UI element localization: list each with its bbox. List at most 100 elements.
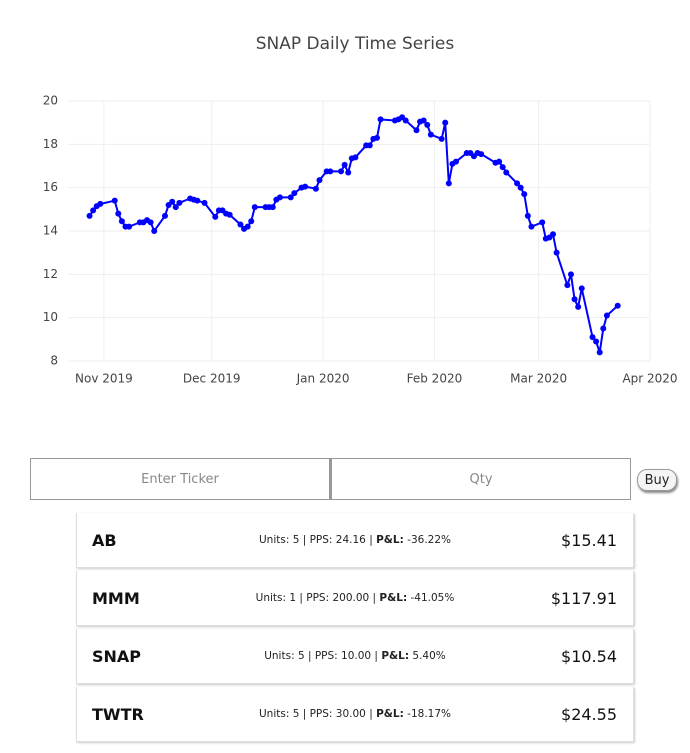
pnl-value: -18.17% xyxy=(407,708,451,720)
data-point xyxy=(287,194,294,201)
data-point xyxy=(453,158,459,165)
price: $10.54 xyxy=(561,647,617,666)
pnl-label: P&L: xyxy=(376,708,404,720)
data-point xyxy=(212,213,219,220)
data-point xyxy=(115,210,122,217)
data-point xyxy=(402,117,409,124)
data-point xyxy=(578,285,585,292)
price: $15.41 xyxy=(561,531,617,550)
chart-title: SNAP Daily Time Series xyxy=(256,34,455,54)
holding-row: TWTR Units: 5 | PPS: 30.00 | P&L: -18.17%… xyxy=(76,687,634,742)
data-point xyxy=(226,211,233,218)
data-point xyxy=(521,191,528,198)
data-point xyxy=(338,168,345,175)
pnl-value: 5.40% xyxy=(412,650,446,662)
ticker: SNAP xyxy=(92,647,142,666)
y-tick-label: 8 xyxy=(50,354,58,368)
data-point xyxy=(413,127,420,134)
data-point xyxy=(496,158,503,165)
data-point xyxy=(327,168,334,175)
data-point xyxy=(111,197,118,204)
data-point xyxy=(90,207,97,214)
pnl-value: -36.22% xyxy=(407,534,451,546)
data-point xyxy=(151,228,158,234)
data-point xyxy=(366,142,373,149)
data-point xyxy=(503,169,510,176)
data-point xyxy=(172,204,179,211)
data-point xyxy=(478,151,485,158)
holding-details: Units: 5 | PPS: 24.16 | P&L: -36.22% xyxy=(77,513,633,568)
data-point xyxy=(341,161,348,168)
price: $24.55 xyxy=(561,705,617,724)
data-point xyxy=(248,218,255,225)
holding-row: SNAP Units: 5 | PPS: 10.00 | P&L: 5.40% $1… xyxy=(76,629,634,684)
data-point xyxy=(162,212,168,219)
data-point xyxy=(194,197,201,204)
x-tick-label: Dec 2019 xyxy=(183,372,241,386)
data-point xyxy=(420,117,427,124)
data-point xyxy=(567,271,574,278)
data-point xyxy=(571,296,578,303)
data-point xyxy=(237,221,244,228)
y-tick-label: 16 xyxy=(43,180,58,194)
x-tick-label: Apr 2020 xyxy=(622,372,677,386)
data-point xyxy=(445,180,452,187)
y-tick-label: 18 xyxy=(43,137,58,151)
data-point xyxy=(345,169,352,176)
price: $117.91 xyxy=(550,589,617,608)
data-point xyxy=(269,204,276,211)
data-point xyxy=(169,198,176,205)
data-point xyxy=(244,223,251,230)
pnl-label: P&L: xyxy=(381,650,410,662)
pnl-value: -41.05% xyxy=(410,592,455,604)
data-point xyxy=(147,219,154,226)
data-point xyxy=(539,219,546,226)
data-point xyxy=(528,223,535,230)
x-tick-label: Nov 2019 xyxy=(75,372,133,386)
ticker-input[interactable]: Enter Ticker xyxy=(30,458,330,500)
units-pps: Units: 5 | PPS: 24.16 | xyxy=(258,534,377,546)
data-point xyxy=(517,184,524,191)
data-point xyxy=(373,134,380,141)
data-point xyxy=(276,194,283,201)
data-point xyxy=(97,200,104,207)
data-point xyxy=(316,177,323,184)
data-point xyxy=(600,325,607,332)
x-tick-label: Mar 2020 xyxy=(510,372,567,386)
data-point xyxy=(442,119,449,126)
data-point xyxy=(312,185,319,192)
units-pps: Units: 1 | PPS: 200.00 | xyxy=(255,592,380,604)
data-point xyxy=(176,199,183,206)
qty-input[interactable]: Qty xyxy=(330,458,631,500)
data-point xyxy=(614,302,621,309)
data-point xyxy=(126,223,133,230)
data-point xyxy=(499,164,506,171)
y-tick-label: 14 xyxy=(43,224,58,238)
data-point xyxy=(251,204,258,211)
x-tick-label: Feb 2020 xyxy=(407,372,463,386)
data-point xyxy=(438,135,445,142)
holding-details: Units: 5 | PPS: 30.00 | P&L: -18.17% xyxy=(77,687,633,742)
y-tick-label: 20 xyxy=(43,94,58,108)
holding-details: Units: 5 | PPS: 10.00 | P&L: 5.40% xyxy=(77,629,633,684)
buy-button[interactable]: Buy xyxy=(637,469,677,491)
chart: SNAP Daily Time Series 8 10 12 14 16 18 20 Nov … xyxy=(43,34,678,386)
data-point xyxy=(593,338,600,345)
ticker: AB xyxy=(92,531,117,550)
data-point xyxy=(201,199,208,206)
holding-row: AB Units: 5 | PPS: 24.16 | P&L: -36.22% $1… xyxy=(76,513,634,568)
holding-row: MMM Units: 1 | PPS: 200.00 | P&L: -41.05%… xyxy=(76,571,634,626)
y-tick-label: 10 xyxy=(43,310,58,324)
data-point xyxy=(589,334,596,341)
units-pps: Units: 5 | PPS: 10.00 | xyxy=(264,650,382,662)
data-point xyxy=(553,249,560,256)
y-tick-label: 12 xyxy=(43,267,58,281)
data-point xyxy=(603,312,610,319)
x-tick-label: Jan 2020 xyxy=(296,372,350,386)
data-point xyxy=(352,154,359,161)
data-point xyxy=(427,131,434,138)
holding-details: Units: 1 | PPS: 200.00 | P&L: -41.05% xyxy=(77,571,633,626)
data-point xyxy=(118,218,125,225)
